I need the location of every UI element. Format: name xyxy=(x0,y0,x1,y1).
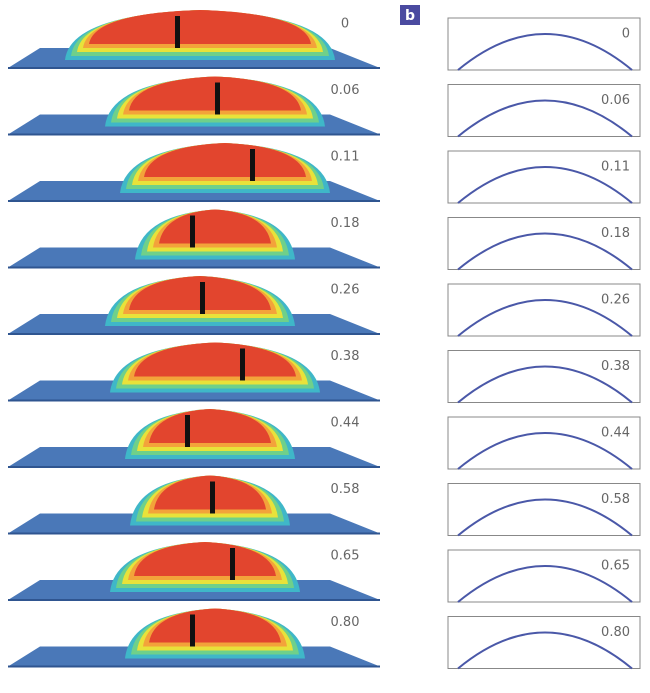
right-time-label: 0 xyxy=(622,27,630,42)
panel-badge xyxy=(400,5,420,25)
left-time-label: 0.38 xyxy=(331,349,360,364)
mound-band xyxy=(89,10,311,44)
mound-band xyxy=(149,409,271,443)
right-time-label: 0.44 xyxy=(601,426,630,441)
profile-box xyxy=(447,150,641,204)
profile-box xyxy=(447,84,641,137)
profile-curve xyxy=(457,631,633,670)
profile-box xyxy=(447,217,641,270)
mound-band xyxy=(149,608,281,643)
crack xyxy=(200,282,205,314)
right-time-label: 0.18 xyxy=(601,226,630,241)
profile-curve xyxy=(457,299,633,337)
crack xyxy=(230,548,235,580)
right-time-label: 0.26 xyxy=(601,293,630,308)
right-time-label: 0.38 xyxy=(601,359,630,374)
profile-box xyxy=(447,483,641,536)
left-time-label: 0.26 xyxy=(331,283,360,298)
crack xyxy=(175,16,180,48)
right-time-label: 0.11 xyxy=(601,160,630,175)
profile-box xyxy=(447,283,641,337)
crack xyxy=(210,481,215,514)
profile-curve xyxy=(457,99,633,138)
left-time-label: 0.06 xyxy=(331,83,360,98)
profile-box xyxy=(447,616,641,669)
left-time-label: 0 xyxy=(341,17,349,32)
profile-curve xyxy=(457,33,633,71)
left-time-label: 0.65 xyxy=(331,549,360,564)
right-time-label: 0.65 xyxy=(601,559,630,574)
profile-curve xyxy=(457,365,633,404)
crack xyxy=(240,348,245,381)
mound-band xyxy=(144,143,306,177)
panel-label: b xyxy=(405,8,415,24)
crack xyxy=(185,415,190,447)
profile-curve xyxy=(457,498,633,537)
mound-band xyxy=(134,342,296,377)
left-time-label: 0.11 xyxy=(331,150,360,165)
left-time-label: 0.58 xyxy=(331,482,360,497)
profile-box xyxy=(447,549,641,603)
profile-curve xyxy=(457,166,633,204)
profile-box xyxy=(447,416,641,470)
right-time-label: 0.06 xyxy=(601,93,630,108)
crack xyxy=(215,82,220,115)
profile-curve xyxy=(457,565,633,603)
right-time-label: 0.58 xyxy=(601,492,630,507)
left-time-label: 0.18 xyxy=(331,216,360,231)
mound-band xyxy=(134,542,276,576)
profile-curve xyxy=(457,232,633,271)
profile-box xyxy=(447,350,641,403)
crack xyxy=(250,149,255,181)
crack xyxy=(190,614,195,647)
right-time-label: 0.80 xyxy=(601,625,630,640)
mound-band xyxy=(159,209,271,244)
crack xyxy=(190,215,195,248)
profile-curve xyxy=(457,432,633,470)
profile-box xyxy=(447,17,641,71)
left-time-label: 0.44 xyxy=(331,416,360,431)
left-time-label: 0.80 xyxy=(331,615,360,630)
